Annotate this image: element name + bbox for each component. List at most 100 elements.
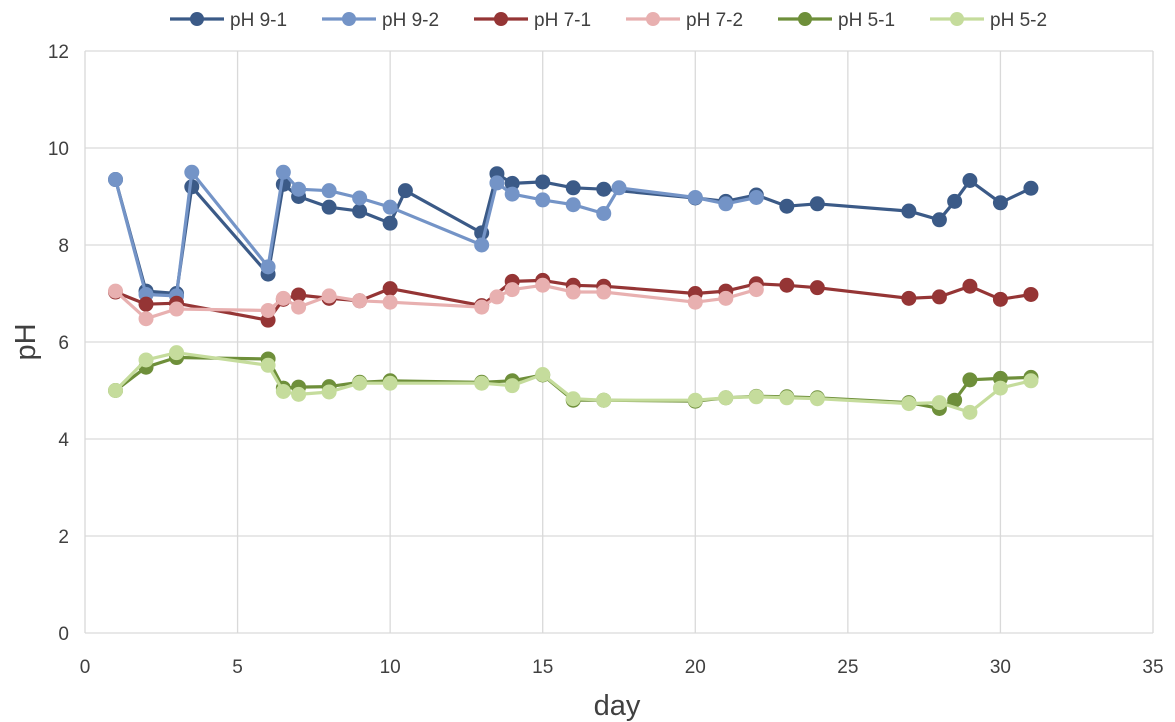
series-ph-9-2 — [108, 164, 764, 304]
data-point — [535, 366, 551, 382]
data-point — [1023, 180, 1039, 196]
legend-marker — [190, 12, 204, 26]
data-point — [1023, 373, 1039, 389]
data-point — [779, 277, 795, 293]
legend-label: pH 7-2 — [686, 10, 743, 31]
legend-marker — [646, 12, 660, 26]
data-point — [565, 284, 581, 300]
data-point — [291, 181, 307, 197]
data-point — [596, 392, 612, 408]
legend-item: pH 9-1 — [170, 10, 287, 31]
data-point — [474, 237, 490, 253]
data-point — [382, 375, 398, 391]
data-point — [138, 296, 154, 312]
data-point — [291, 386, 307, 402]
data-point — [565, 180, 581, 196]
x-tick-label: 30 — [990, 657, 1011, 678]
data-point — [947, 193, 963, 209]
data-point — [565, 197, 581, 213]
data-point — [962, 172, 978, 188]
data-point — [504, 186, 520, 202]
legend-item: pH 9-2 — [322, 10, 439, 31]
x-tick-label: 5 — [232, 657, 243, 678]
data-point — [397, 183, 413, 199]
data-point — [931, 289, 947, 305]
legend-item: pH 5-2 — [930, 10, 1047, 31]
data-point — [687, 392, 703, 408]
data-point — [687, 189, 703, 205]
data-point — [260, 259, 276, 275]
data-point — [779, 390, 795, 406]
data-point — [931, 395, 947, 411]
data-point — [321, 288, 337, 304]
grid — [84, 50, 1154, 634]
data-point — [108, 172, 124, 188]
data-point — [382, 294, 398, 310]
data-point — [275, 164, 291, 180]
data-point — [748, 389, 764, 405]
data-point — [382, 215, 398, 231]
data-point — [489, 175, 505, 191]
data-point — [504, 282, 520, 298]
x-tick-label: 0 — [80, 657, 91, 678]
data-point — [962, 372, 978, 388]
data-point — [138, 352, 154, 368]
data-point — [596, 205, 612, 221]
legend-marker — [342, 12, 356, 26]
data-point — [260, 357, 276, 373]
data-point — [611, 180, 627, 196]
data-point — [291, 299, 307, 315]
legend: pH 9-1 pH 9-2 pH 7-1 pH 7-2 pH 5-1 pH 5-2 — [170, 10, 1047, 31]
data-point — [962, 278, 978, 294]
data-point — [169, 301, 185, 317]
data-point — [748, 282, 764, 298]
data-point — [138, 311, 154, 327]
data-point — [901, 290, 917, 306]
y-tick-label: 10 — [48, 139, 69, 160]
y-tick-label: 6 — [58, 333, 69, 354]
y-axis-title: pH — [10, 323, 42, 360]
y-tick-label: 8 — [58, 236, 69, 257]
data-point — [321, 183, 337, 199]
y-tick-label: 2 — [58, 527, 69, 548]
data-point — [809, 196, 825, 212]
data-point — [992, 380, 1008, 396]
legend-label: pH 5-1 — [838, 10, 895, 31]
legend-marker — [950, 12, 964, 26]
x-tick-label: 10 — [380, 657, 401, 678]
data-point — [321, 199, 337, 215]
data-point — [992, 195, 1008, 211]
data-point — [184, 164, 200, 180]
data-point — [962, 404, 978, 420]
axes: 0 2 4 6 8 10 12 0 5 10 15 20 25 30 35 — [48, 42, 1164, 678]
data-point — [748, 189, 764, 205]
series-ph-5-2 — [108, 345, 1039, 420]
data-point — [809, 391, 825, 407]
data-point — [489, 289, 505, 305]
series-line — [114, 283, 757, 321]
data-point — [352, 293, 368, 309]
data-point — [382, 281, 398, 297]
data-point — [169, 345, 185, 361]
data-point — [535, 277, 551, 293]
data-point — [565, 391, 581, 407]
data-point — [718, 290, 734, 306]
data-point — [474, 375, 490, 391]
data-point — [992, 291, 1008, 307]
data-point — [321, 384, 337, 400]
data-point — [352, 190, 368, 206]
data-point — [718, 390, 734, 406]
data-point — [352, 375, 368, 391]
data-point — [596, 284, 612, 300]
legend-marker — [798, 12, 812, 26]
data-point — [535, 174, 551, 190]
legend-label: pH 9-1 — [230, 10, 287, 31]
data-point — [779, 198, 795, 214]
series-ph-7-2 — [108, 277, 764, 327]
legend-label: pH 7-1 — [534, 10, 591, 31]
x-tick-label: 15 — [532, 657, 553, 678]
data-point — [901, 396, 917, 412]
data-point — [108, 383, 124, 398]
data-point — [718, 196, 734, 212]
